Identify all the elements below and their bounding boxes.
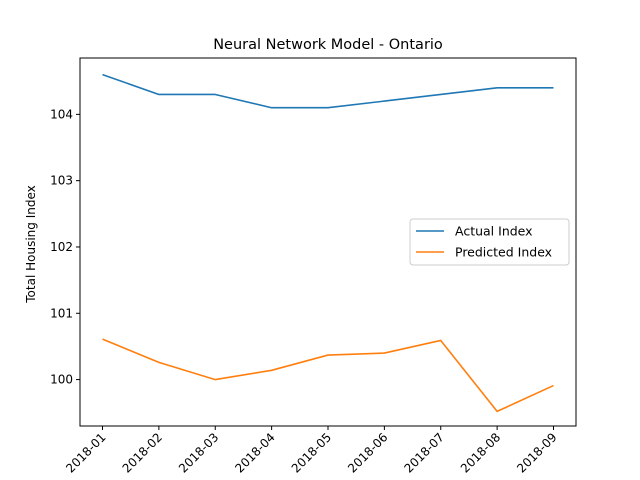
x-tick-label: 2018-06	[345, 430, 390, 475]
series-group	[102, 73, 554, 413]
y-tick-label: 100	[50, 373, 73, 387]
y-tick-label: 104	[50, 107, 73, 121]
legend-label: Predicted Index	[455, 245, 552, 260]
legend: Actual Index Predicted Index	[409, 218, 570, 266]
x-tick-label: 2018-02	[120, 430, 165, 475]
y-axis-label: Total Housing Index	[24, 185, 38, 303]
x-tick-label: 2018-07	[402, 430, 447, 475]
x-tick-label: 2018-01	[63, 430, 108, 475]
legend-label: Actual Index	[455, 224, 533, 239]
legend-box	[409, 218, 570, 266]
x-tick-label: 2018-09	[514, 430, 559, 475]
x-tick-label: 2018-08	[458, 430, 503, 475]
series-line-1	[102, 73, 554, 109]
y-tick-label: 103	[50, 174, 73, 188]
y-tick-label: 101	[50, 306, 73, 320]
x-axis: 2018-01 2018-02 2018-03 2018-04 2018-05 2018-…	[63, 426, 560, 476]
x-tick-label: 2018-05	[289, 430, 334, 475]
x-tick-label: 2018-03	[176, 430, 221, 475]
x-tick-label: 2018-04	[232, 430, 277, 475]
y-axis: 100 101 102 103 104	[50, 107, 80, 387]
series-line-2	[102, 338, 554, 413]
chart-title: Neural Network Model - Ontario	[213, 37, 443, 53]
y-tick-label: 102	[50, 240, 73, 254]
